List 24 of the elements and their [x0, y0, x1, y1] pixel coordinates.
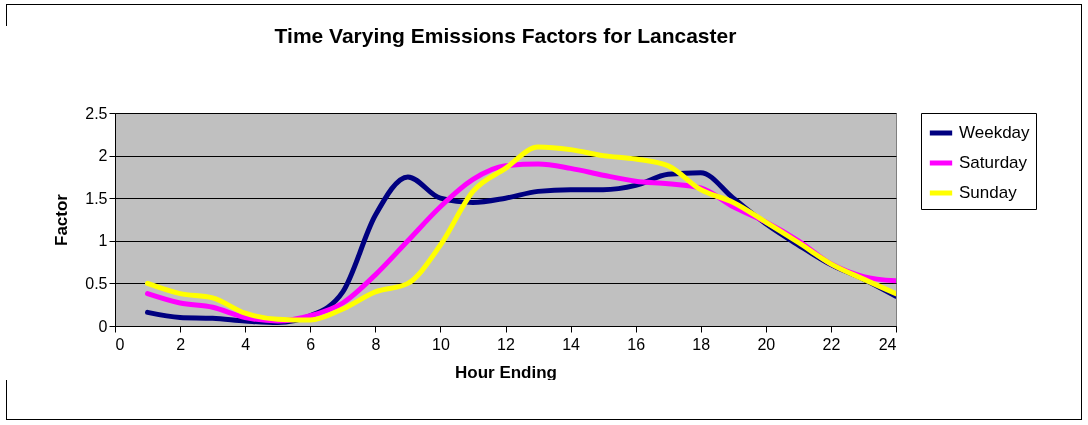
- x-tick-label: 6: [306, 335, 316, 353]
- y-tick-label: 2.5: [85, 104, 108, 122]
- y-tick-label: 1.5: [85, 189, 108, 207]
- y-axis-title: Factor: [52, 193, 72, 246]
- chart-title: Time Varying Emissions Factors for Lancaster: [274, 24, 737, 47]
- x-tick-label: 10: [432, 335, 450, 353]
- y-tick-label: 1: [98, 232, 108, 250]
- legend-label: Sunday: [959, 183, 1018, 202]
- x-tick-label: 8: [371, 335, 381, 353]
- y-tick-label: 0.5: [85, 274, 108, 292]
- x-tick-label: 12: [497, 335, 515, 353]
- y-tick-label: 2: [98, 147, 108, 165]
- x-tick-label: 22: [822, 335, 841, 353]
- x-tick-label: 24: [878, 335, 897, 353]
- legend-label: Saturday: [959, 153, 1028, 172]
- x-tick-label: 20: [757, 335, 776, 353]
- x-tick-label: 14: [562, 335, 581, 353]
- x-tick-label: 16: [627, 335, 646, 353]
- x-tick-label: 18: [692, 335, 711, 353]
- x-tick-label: 0: [115, 335, 125, 353]
- y-tick-label: 0: [98, 317, 108, 335]
- x-tick-label: 4: [241, 335, 251, 353]
- legend-label: Weekday: [959, 123, 1031, 142]
- x-tick-label: 2: [176, 335, 186, 353]
